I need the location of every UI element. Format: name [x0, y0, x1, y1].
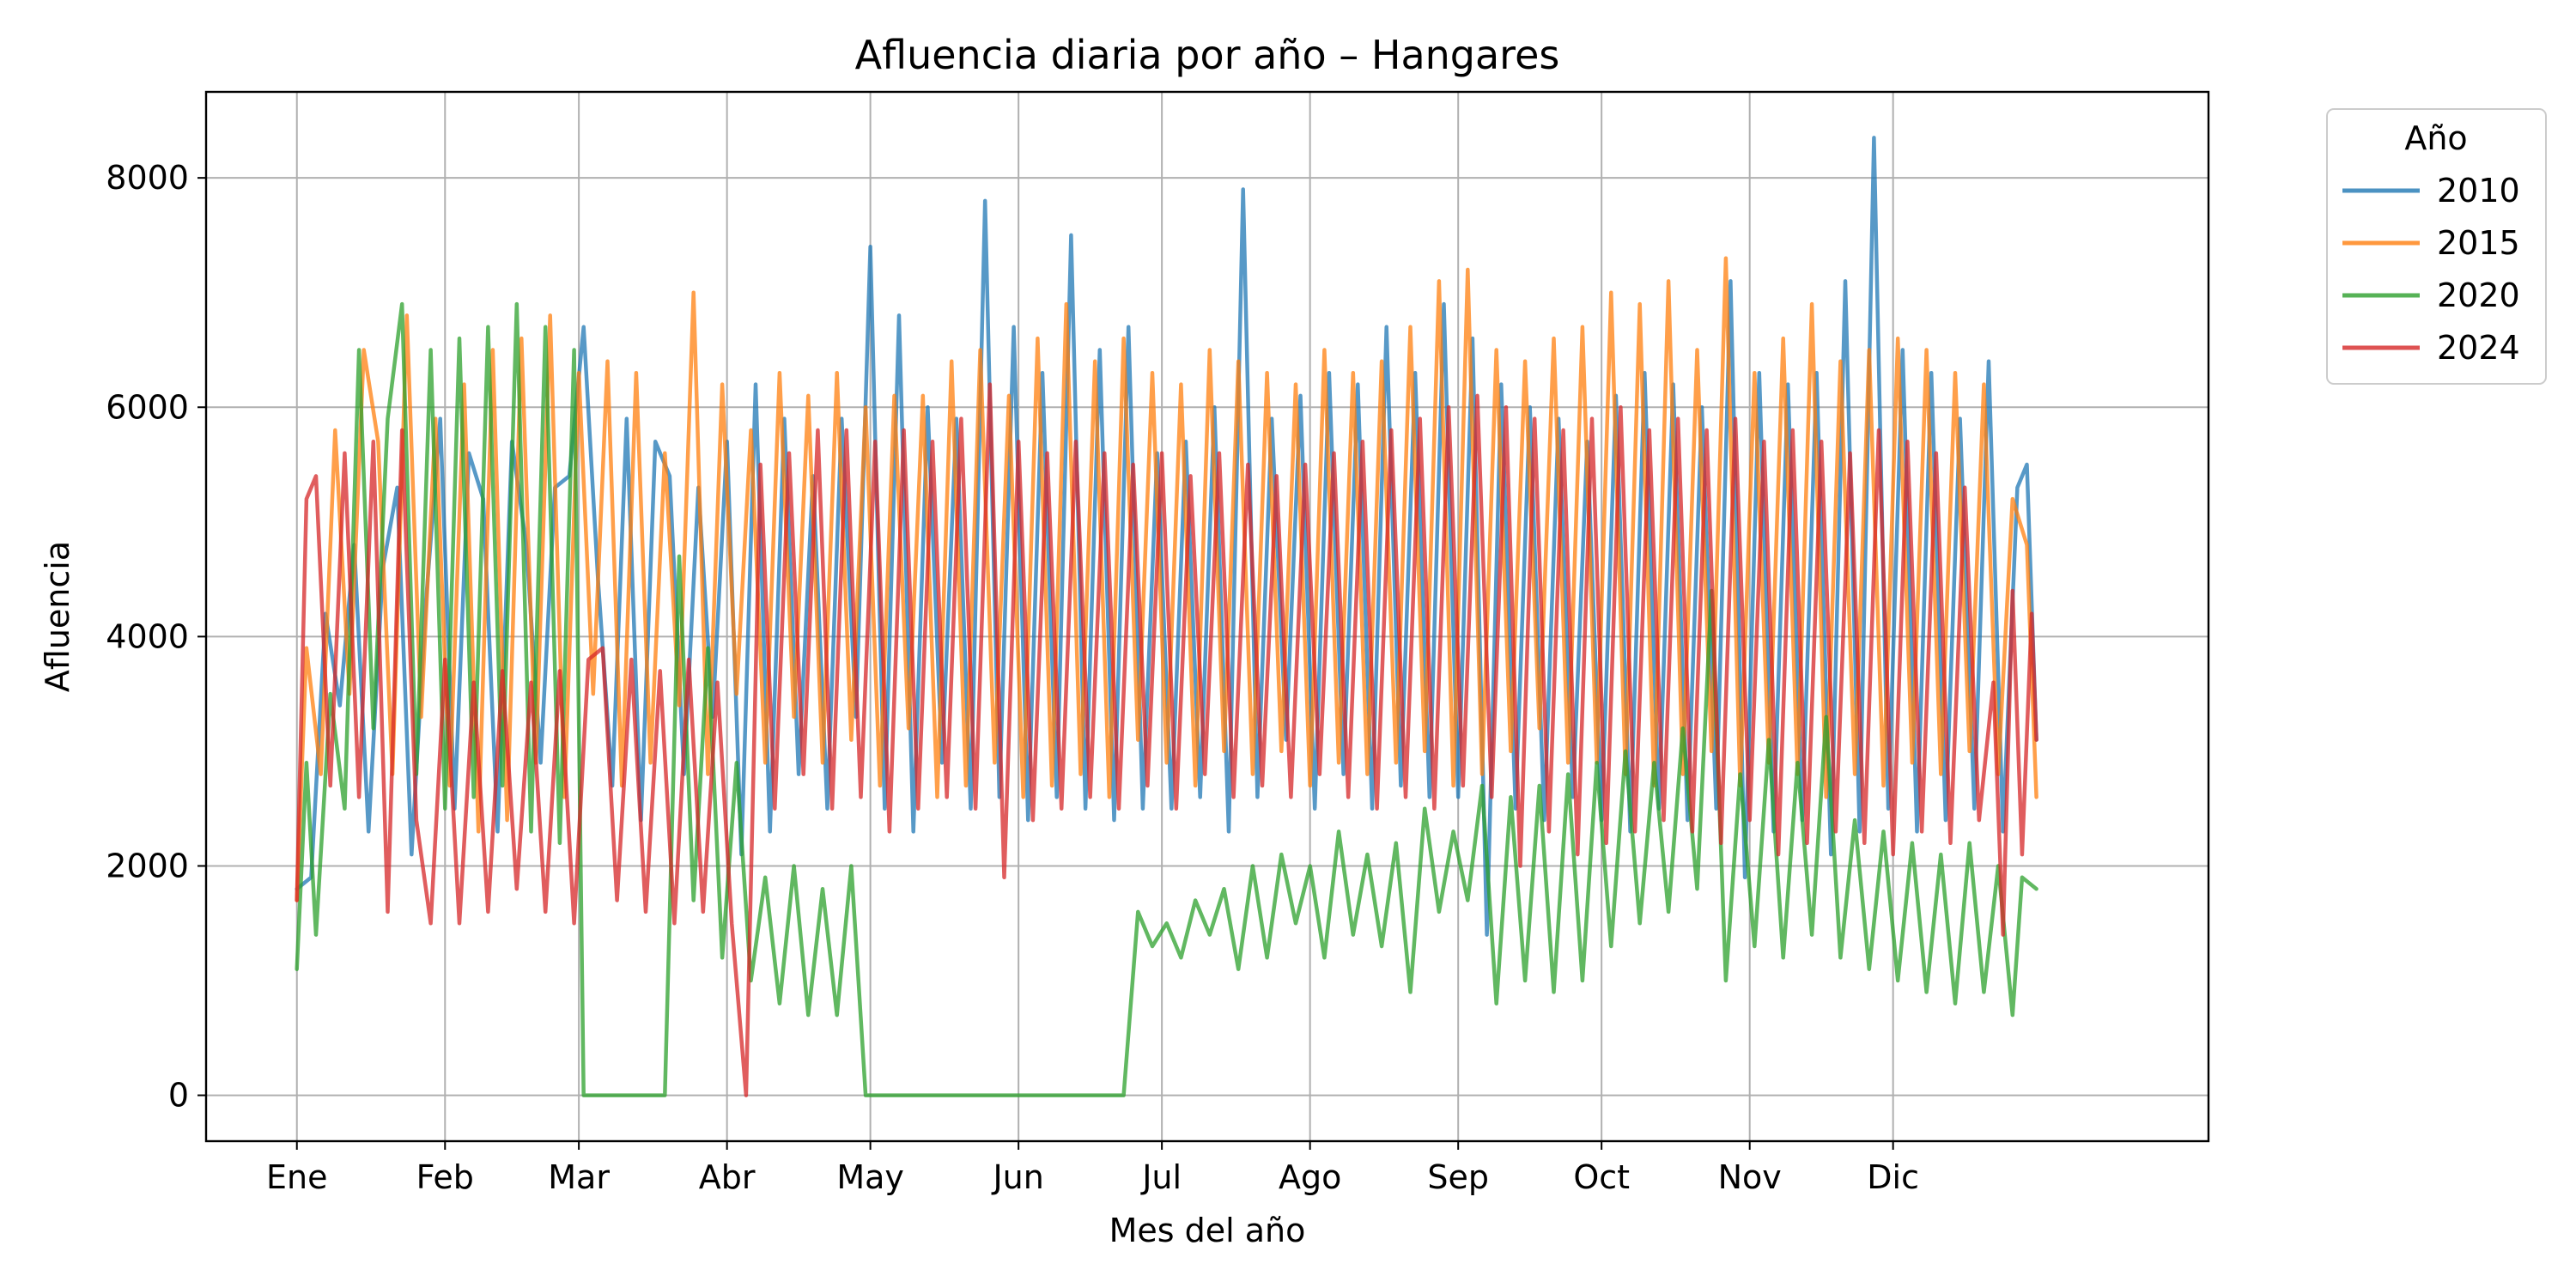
x-tick-label: Jul [1140, 1158, 1182, 1196]
x-tick-label: Ene [266, 1158, 327, 1196]
x-tick-label: Abr [699, 1158, 756, 1196]
legend: Año 2010 2015 2020 2024 [2326, 108, 2547, 385]
series-lines [295, 136, 2038, 1097]
axis-ticks: 0 2000 4000 6000 8000 Ene Feb Mar Abr May Jun Jul Ag… [106, 159, 1919, 1196]
legend-title: Año [2404, 119, 2467, 157]
x-tick-label: Ago [1279, 1158, 1341, 1196]
x-tick-label: Mar [548, 1158, 610, 1196]
x-tick-label: Sep [1427, 1158, 1489, 1196]
x-tick-label: Oct [1573, 1158, 1630, 1196]
plot-frame [204, 90, 2210, 1143]
series-line-2020 [295, 301, 2038, 1097]
y-tick-label: 6000 [106, 388, 189, 426]
x-tick-label: Nov [1718, 1158, 1782, 1196]
chart-title: Afluencia diaria por año – Hangares [855, 32, 1560, 78]
legend-label-2020: 2020 [2437, 276, 2520, 314]
series-line-2024 [295, 382, 2038, 1097]
series-line-2015 [295, 256, 2038, 902]
y-tick-label: 4000 [106, 617, 189, 655]
x-axis-label: Mes del año [1109, 1212, 1306, 1249]
y-tick-label: 2000 [106, 847, 189, 884]
x-tick-label: Jun [991, 1158, 1043, 1196]
legend-box [2326, 108, 2547, 385]
legend-label-2010: 2010 [2437, 172, 2520, 210]
x-tick-label: Dic [1867, 1158, 1919, 1196]
y-tick-label: 0 [168, 1077, 189, 1115]
x-tick-label: Feb [416, 1158, 474, 1196]
y-axis-label: Afluencia [39, 541, 76, 692]
legend-label-2024: 2024 [2437, 329, 2520, 367]
x-tick-label: May [836, 1158, 904, 1196]
legend-label-2015: 2015 [2437, 224, 2520, 262]
y-tick-label: 8000 [106, 159, 189, 197]
series-line-2010 [295, 136, 2038, 937]
